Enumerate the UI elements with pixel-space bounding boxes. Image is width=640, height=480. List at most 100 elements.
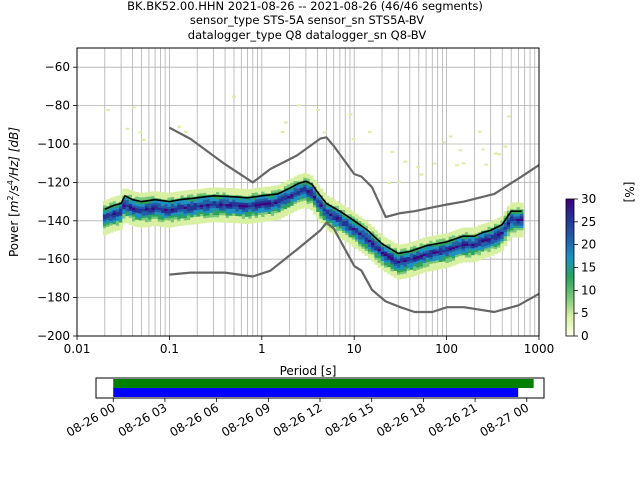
heatmap-cell — [493, 219, 498, 222]
heatmap-cell — [216, 212, 220, 216]
heatmap-cell — [322, 194, 327, 198]
heatmap-cell — [228, 188, 233, 191]
heatmap-cell — [238, 216, 243, 219]
heatmap-cell — [364, 248, 369, 252]
heatmap-cell — [128, 220, 133, 223]
heatmap-cell — [390, 241, 395, 244]
heatmap-cell — [319, 193, 324, 196]
heatmap-cell — [464, 239, 469, 242]
heatmap-cell — [209, 192, 214, 195]
heatmap-cell — [442, 261, 447, 265]
heatmap-cell — [464, 255, 469, 258]
heatmap-cell — [400, 271, 405, 275]
heatmap-cell — [290, 210, 295, 214]
heatmap-cell — [131, 216, 136, 220]
heatmap-cell — [348, 214, 353, 217]
heatmap-cell — [439, 259, 443, 263]
heatmap-cell — [458, 258, 463, 262]
heatmap-cell — [451, 256, 456, 259]
heatmap-cell — [484, 243, 489, 247]
heatmap-cell-sparse — [351, 138, 356, 141]
heatmap-cell — [151, 212, 156, 215]
heatmap-cell — [455, 254, 459, 258]
heatmap-cell — [426, 248, 430, 251]
heatmap-cell — [429, 240, 434, 244]
heatmap-cell — [354, 214, 359, 217]
heatmap-cell — [345, 235, 350, 238]
heatmap-cell — [148, 191, 152, 195]
heatmap-cell — [248, 211, 253, 215]
heatmap-cell — [322, 201, 327, 205]
heatmap-cell — [141, 197, 146, 200]
heatmap-cell — [267, 209, 272, 212]
heatmap-cell — [426, 264, 430, 268]
heatmap-cell — [493, 235, 498, 238]
heatmap-cell — [325, 198, 330, 201]
heatmap-cell — [222, 208, 227, 212]
heatmap-cell — [358, 221, 363, 224]
heatmap-cell — [390, 273, 395, 277]
heatmap-cell — [290, 201, 295, 204]
heatmap-cell — [500, 248, 505, 251]
heatmap-cell — [199, 207, 204, 210]
heatmap-cell — [177, 205, 182, 208]
heatmap-cell — [180, 195, 185, 199]
heatmap-cell — [332, 220, 337, 223]
heatmap-cell — [416, 267, 421, 271]
time-tick-label: 08-26 18 — [374, 400, 428, 439]
y-tick-label: −140 — [37, 214, 70, 228]
heatmap-cell — [144, 194, 149, 198]
heatmap-cell — [319, 211, 324, 215]
heatmap-cell — [312, 193, 317, 197]
heatmap-cell — [451, 253, 456, 257]
heatmap-cell — [173, 221, 178, 225]
heatmap-cell — [493, 230, 498, 234]
heatmap-cell — [426, 252, 430, 256]
heatmap-cell — [125, 216, 130, 219]
heatmap-cell — [277, 207, 282, 211]
heatmap-cell — [148, 224, 152, 227]
heatmap-cell — [277, 205, 282, 209]
heatmap-cell — [464, 232, 469, 235]
heatmap-cell-sparse — [141, 138, 146, 141]
heatmap-cell — [235, 199, 240, 203]
heatmap-cell — [203, 188, 207, 191]
heatmap-cell — [180, 193, 185, 196]
heatmap-cell — [380, 240, 385, 243]
heatmap-cell — [119, 215, 123, 219]
heatmap-cell — [216, 215, 220, 218]
heatmap-cell — [374, 259, 379, 263]
heatmap-cell — [325, 204, 330, 208]
heatmap-cell — [493, 223, 498, 227]
heatmap-cell — [251, 206, 256, 210]
heatmap-cell — [448, 261, 453, 265]
heatmap-cell — [348, 221, 353, 224]
heatmap-cell — [148, 214, 152, 218]
heatmap-cell — [106, 231, 110, 235]
heatmap-cell — [429, 247, 434, 251]
heatmap-cell — [325, 221, 330, 224]
heatmap-cell — [154, 205, 159, 208]
heatmap-cell — [209, 201, 214, 204]
heatmap-cell — [296, 179, 301, 182]
heatmap-cell — [222, 220, 227, 223]
heatmap-cell — [510, 207, 514, 210]
heatmap-cell — [464, 241, 469, 244]
heatmap-cell — [241, 205, 246, 208]
heatmap-cell — [141, 204, 146, 207]
heatmap-cell — [468, 241, 472, 244]
heatmap-cell — [287, 198, 291, 201]
heatmap-cell — [154, 195, 159, 199]
heatmap-cell — [287, 179, 291, 183]
heatmap-cell — [419, 261, 424, 265]
heatmap-cell — [400, 248, 405, 252]
heatmap-cell — [199, 216, 204, 219]
heatmap-cell — [216, 201, 220, 204]
heatmap-cell — [274, 197, 279, 200]
heatmap-cell — [506, 233, 511, 237]
heatmap-cell — [148, 196, 152, 200]
heatmap-cell — [196, 198, 201, 201]
heatmap-cell — [309, 203, 314, 206]
